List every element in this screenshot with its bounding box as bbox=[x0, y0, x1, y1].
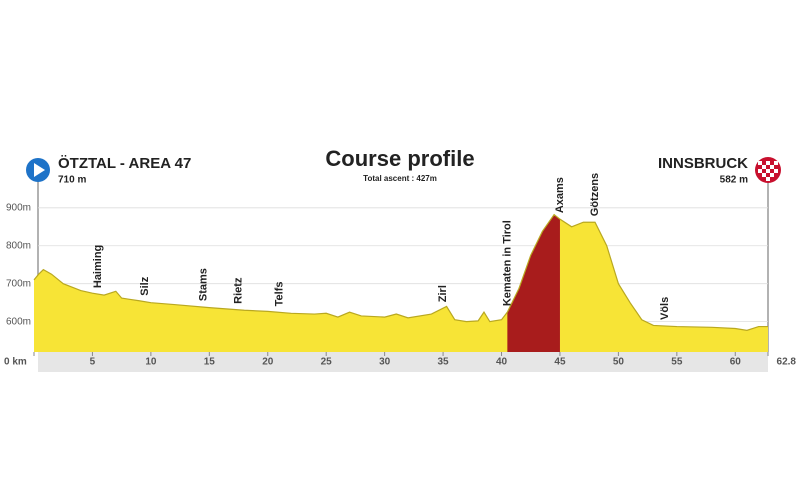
finish-elevation: 582 m bbox=[720, 175, 748, 186]
place-label: Stams bbox=[197, 268, 209, 301]
y-tick-label: 700m bbox=[6, 278, 31, 289]
place-label: Götzens bbox=[589, 173, 601, 216]
x-tick-label: 5 bbox=[90, 357, 96, 368]
x-tick-label: 25 bbox=[321, 357, 333, 368]
x-tick-label: 20 bbox=[262, 357, 274, 368]
x-tick-label: 40 bbox=[496, 357, 508, 368]
y-tick-label: 800m bbox=[6, 240, 31, 251]
place-label: Kematen in Tirol bbox=[501, 220, 513, 306]
x-axis-bar bbox=[38, 352, 768, 372]
y-tick-label: 600m bbox=[6, 316, 31, 327]
x-tick-label: 50 bbox=[613, 357, 625, 368]
x-tick-label: 10 bbox=[145, 357, 157, 368]
place-label: Haiming bbox=[92, 245, 104, 288]
x-tick-label: 30 bbox=[379, 357, 391, 368]
start-name: ÖTZTAL - AREA 47 bbox=[58, 155, 191, 172]
x-tick-label: 35 bbox=[438, 357, 450, 368]
place-label: Silz bbox=[139, 276, 151, 295]
place-label: Telfs bbox=[273, 281, 285, 306]
x-tick-label: 0 km bbox=[4, 357, 27, 368]
start-arrow bbox=[34, 163, 45, 177]
x-tick-label: 62.8 bbox=[777, 357, 797, 368]
finish-name: INNSBRUCK bbox=[658, 155, 748, 172]
place-label: Rietz bbox=[232, 277, 244, 304]
x-tick-label: 15 bbox=[204, 357, 216, 368]
chart-title: Course profile bbox=[325, 146, 474, 171]
profile-line bbox=[33, 213, 768, 331]
x-tick-label: 55 bbox=[671, 357, 683, 368]
plot: 600m 700m 800m 900m 0 km 5 10 15 20 25 30 35 40 45 50 5… bbox=[4, 173, 796, 368]
x-tick-label: 45 bbox=[554, 357, 566, 368]
start-elevation: 710 m bbox=[58, 175, 86, 186]
y-tick-label: 900m bbox=[6, 202, 31, 213]
finish-icon bbox=[755, 157, 781, 183]
climb-area bbox=[507, 214, 560, 352]
x-tick-label: 60 bbox=[730, 357, 742, 368]
place-label: Völs bbox=[659, 297, 671, 320]
place-label: Zirl bbox=[437, 285, 449, 302]
profile-area bbox=[34, 214, 768, 352]
place-label: Axams bbox=[554, 177, 566, 213]
chart-subtitle: Total ascent : 427m bbox=[363, 174, 437, 183]
